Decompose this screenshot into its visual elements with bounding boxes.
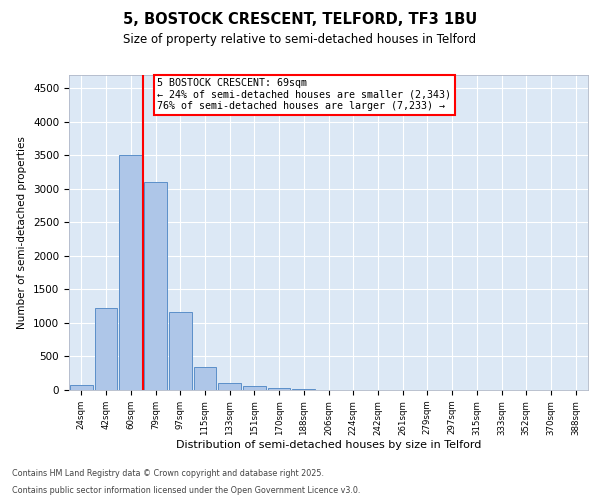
Bar bbox=[218, 383, 241, 390]
Bar bbox=[268, 388, 290, 390]
Bar bbox=[194, 366, 216, 390]
Text: 5 BOSTOCK CRESCENT: 69sqm
← 24% of semi-detached houses are smaller (2,343)
76% : 5 BOSTOCK CRESCENT: 69sqm ← 24% of semi-… bbox=[157, 78, 451, 112]
Text: 5, BOSTOCK CRESCENT, TELFORD, TF3 1BU: 5, BOSTOCK CRESCENT, TELFORD, TF3 1BU bbox=[123, 12, 477, 28]
Text: Contains public sector information licensed under the Open Government Licence v3: Contains public sector information licen… bbox=[12, 486, 361, 495]
Text: Size of property relative to semi-detached houses in Telford: Size of property relative to semi-detach… bbox=[124, 32, 476, 46]
Bar bbox=[119, 155, 142, 390]
Bar bbox=[70, 385, 93, 390]
Bar bbox=[144, 182, 167, 390]
Bar bbox=[169, 312, 191, 390]
Y-axis label: Number of semi-detached properties: Number of semi-detached properties bbox=[17, 136, 28, 329]
Text: Contains HM Land Registry data © Crown copyright and database right 2025.: Contains HM Land Registry data © Crown c… bbox=[12, 468, 324, 477]
Bar bbox=[95, 308, 118, 390]
Bar bbox=[243, 386, 266, 390]
X-axis label: Distribution of semi-detached houses by size in Telford: Distribution of semi-detached houses by … bbox=[176, 440, 481, 450]
